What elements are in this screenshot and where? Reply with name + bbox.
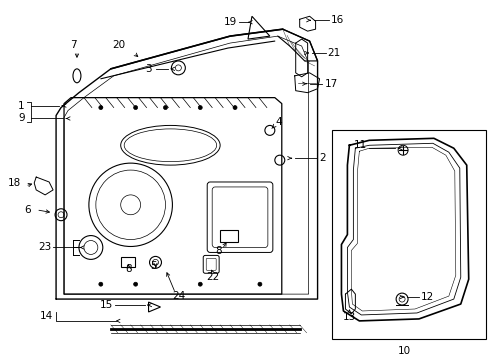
Text: 6: 6	[24, 205, 30, 215]
Circle shape	[163, 105, 167, 109]
Text: 19: 19	[224, 17, 237, 27]
Text: 14: 14	[40, 311, 53, 321]
Text: 23: 23	[38, 243, 51, 252]
Text: 22: 22	[206, 272, 219, 282]
Circle shape	[198, 105, 202, 109]
Text: 9: 9	[18, 113, 24, 123]
Text: 16: 16	[330, 15, 343, 25]
Circle shape	[99, 282, 102, 286]
Circle shape	[257, 282, 262, 286]
Text: 18: 18	[8, 178, 21, 188]
Text: 7: 7	[69, 40, 76, 50]
Circle shape	[133, 282, 137, 286]
Text: 12: 12	[420, 292, 433, 302]
Text: 4: 4	[275, 117, 282, 127]
Text: 15: 15	[99, 300, 113, 310]
Text: 8: 8	[125, 264, 132, 274]
Circle shape	[233, 105, 237, 109]
Text: 13: 13	[342, 312, 355, 322]
Text: 11: 11	[353, 140, 366, 150]
Text: 2: 2	[319, 153, 325, 163]
Bar	[220, 230, 238, 242]
Text: 3: 3	[145, 64, 152, 74]
Text: 21: 21	[327, 48, 340, 58]
Text: 8: 8	[214, 247, 221, 256]
Text: 24: 24	[171, 291, 184, 301]
Text: 1: 1	[18, 100, 24, 111]
Bar	[331, 130, 485, 339]
Circle shape	[133, 105, 137, 109]
Bar	[121, 257, 134, 267]
Text: 5: 5	[150, 261, 157, 271]
Text: 10: 10	[397, 346, 410, 356]
Circle shape	[99, 105, 102, 109]
Text: 20: 20	[112, 40, 125, 50]
Circle shape	[198, 282, 202, 286]
Text: 17: 17	[324, 79, 337, 89]
